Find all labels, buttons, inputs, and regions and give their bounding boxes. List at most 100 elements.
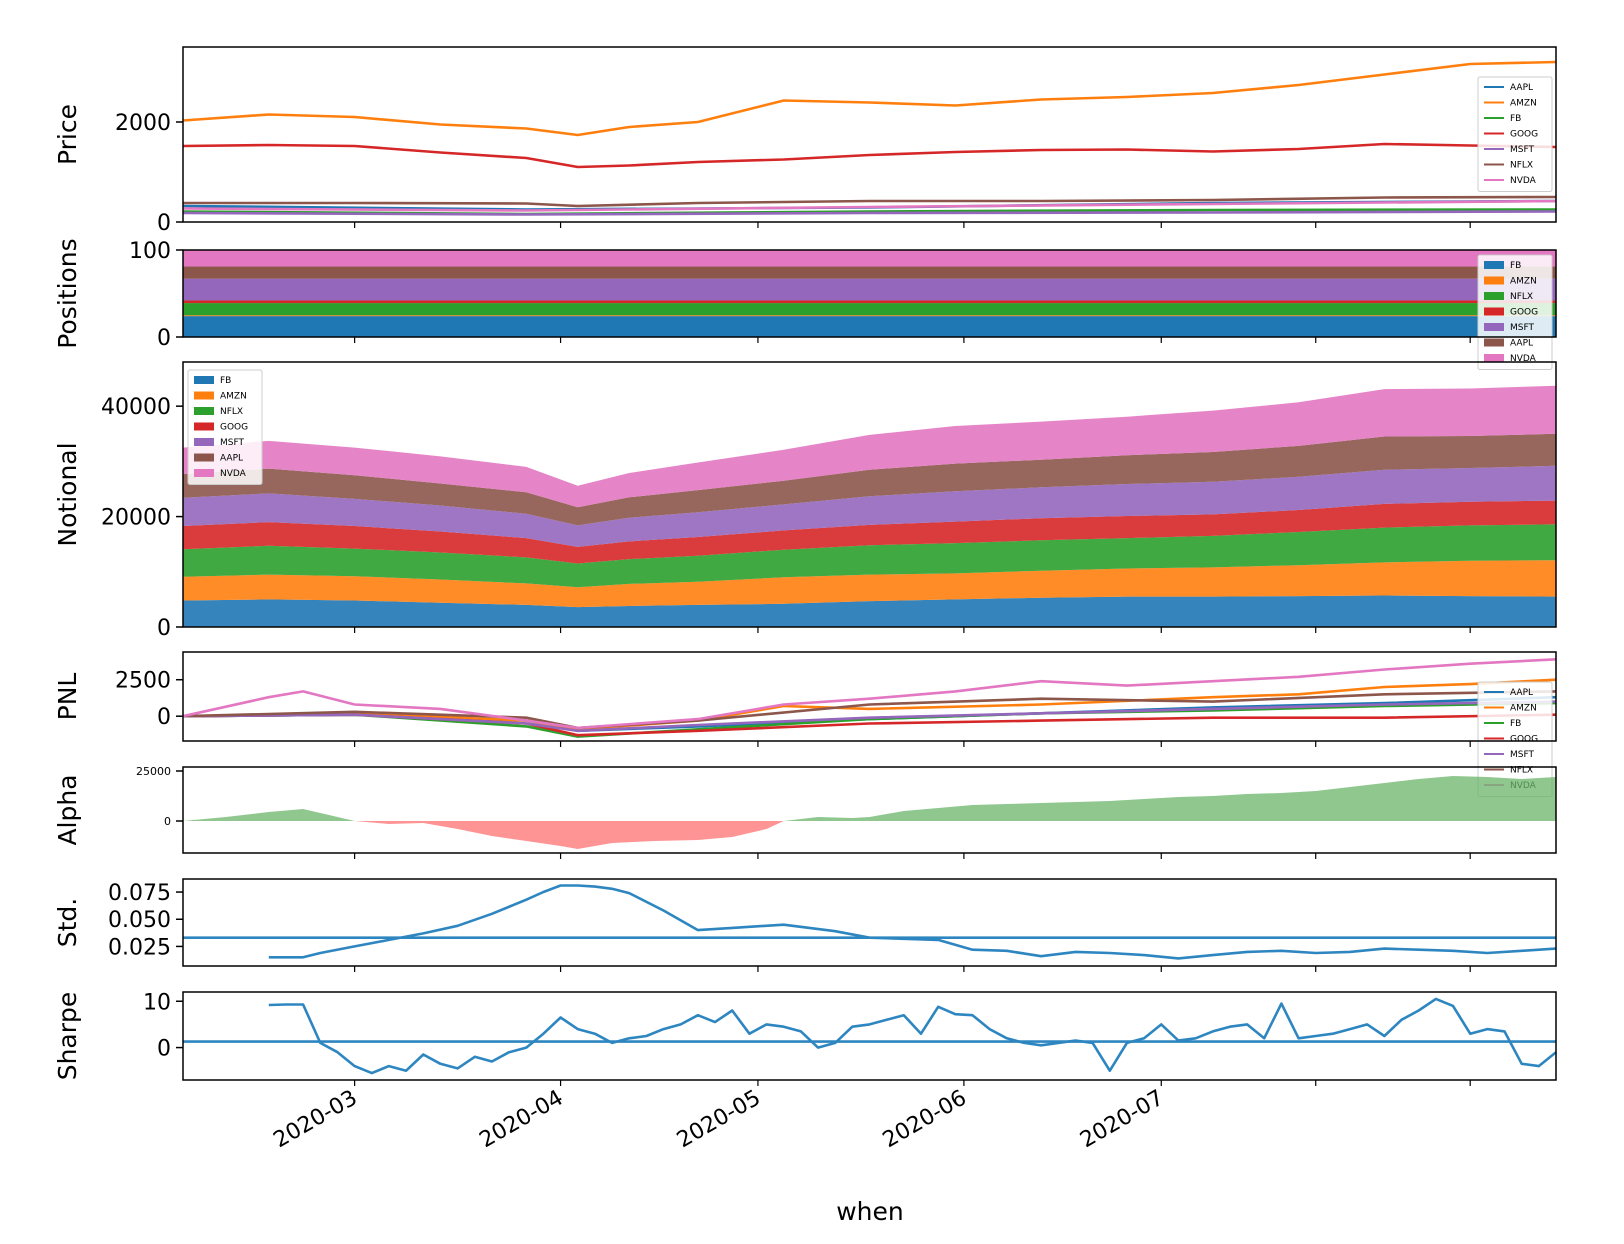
axes-frame — [182, 46, 1557, 223]
notional-area-AMZN — [183, 560, 1556, 608]
legend-label: AAPL — [220, 454, 243, 464]
legend-label: NFLX — [1510, 161, 1533, 171]
y-tick-label: 0 — [157, 211, 171, 236]
y-axis-label: PNL — [53, 673, 82, 721]
legend-swatch — [194, 376, 214, 384]
y-tick-label: 0.050 — [108, 908, 171, 933]
x-axis-label: when — [836, 1197, 904, 1226]
legend-swatch — [194, 453, 214, 462]
series-line-FB — [182, 701, 1557, 738]
y-tick-label: 10 — [143, 990, 171, 1015]
y-tick-label: 2000 — [115, 111, 171, 136]
legend-label: MSFT — [1510, 750, 1534, 760]
legend-swatch — [194, 469, 214, 477]
axes-frame — [182, 651, 1557, 742]
y-tick-label: 0.025 — [108, 935, 171, 960]
legend-label: NFLX — [1510, 292, 1533, 302]
series-line-MSFT — [182, 210, 1557, 216]
legend-label: AMZN — [1510, 704, 1537, 714]
y-tick-label: 0 — [157, 616, 171, 641]
legend-swatch — [1484, 338, 1504, 347]
legend-label: GOOG — [220, 423, 248, 433]
legend-label: NVDA — [1510, 176, 1537, 186]
position-band-AMZN — [183, 315, 1556, 317]
x-date-tick-label: 2020-06 — [879, 1086, 971, 1154]
legend-label: MSFT — [1510, 145, 1534, 155]
legend-label: FB — [1510, 261, 1521, 271]
series-line-sharpe — [268, 997, 1557, 1075]
legend-swatch — [194, 438, 214, 446]
position-band-GOOG — [183, 300, 1556, 304]
axes-frame — [182, 766, 1557, 854]
y-tick-label: 0 — [157, 705, 171, 730]
legend-label: GOOG — [1510, 735, 1538, 745]
legend-label: FB — [1510, 114, 1521, 124]
notional-area-NVDA — [183, 385, 1556, 508]
legend-swatch — [194, 422, 214, 431]
series-line-GOOG — [182, 142, 1557, 169]
y-axis-label: Price — [53, 104, 82, 165]
position-band-AAPL — [183, 266, 1556, 279]
legend-label: MSFT — [220, 438, 244, 448]
legend-swatch — [194, 391, 214, 400]
x-date-tick-label: 2020-05 — [673, 1086, 765, 1154]
series-line-NFLX — [183, 195, 1557, 208]
legend-label: NFLX — [220, 407, 243, 417]
position-band-FB — [183, 316, 1556, 337]
legend-swatch — [1484, 261, 1504, 269]
y-tick-label: 40000 — [101, 395, 171, 420]
series-line-MSFT — [182, 700, 1557, 733]
legend-label: NVDA — [220, 469, 247, 479]
x-date-ticks: 2020-03 2020-04 2020-05 2020-06 2020-07 — [270, 1086, 1169, 1154]
legend-swatch — [1484, 307, 1504, 316]
y-tick-label: 0.075 — [108, 881, 171, 906]
notional-area-AAPL — [183, 433, 1556, 526]
series-line-std — [268, 884, 1557, 960]
y-tick-label: 0 — [157, 1037, 171, 1062]
legend-box — [1477, 76, 1553, 192]
panel-positions: 0 100 Positions FB AMZN NFLX GOOG MSFT AAPL NVDA — [53, 238, 1557, 370]
alpha-negative-area — [183, 821, 1556, 849]
legend-swatch — [1484, 323, 1504, 331]
legend-label: AMZN — [1510, 277, 1537, 287]
legend-label: FB — [220, 376, 231, 386]
y-axis-label: Sharpe — [53, 992, 82, 1081]
x-date-tick-label: 2020-04 — [475, 1086, 567, 1154]
axes-frame — [182, 249, 1557, 338]
y-tick-label: 20000 — [101, 506, 171, 531]
y-tick-label: 0 — [157, 326, 171, 351]
legend-label: GOOG — [1510, 308, 1538, 318]
axes-frame — [182, 361, 1557, 628]
panel-alpha: 0 25000 Alpha — [53, 765, 1557, 859]
position-band-MSFT — [183, 278, 1556, 301]
legend-label: AAPL — [1510, 83, 1533, 93]
legend-label: AMZN — [220, 392, 247, 402]
legend-label: GOOG — [1510, 130, 1538, 140]
legend-label: FB — [1510, 719, 1521, 729]
legend-swatch — [194, 407, 214, 415]
panel-sharpe: 0 10 Sharpe — [53, 990, 1557, 1086]
y-axis-label: Std. — [53, 898, 82, 948]
y-tick-label: 2500 — [115, 669, 171, 694]
notional-area-GOOG — [183, 500, 1556, 564]
legend-swatch — [1484, 276, 1504, 285]
panel-pnl: 02500PNLAAPLAMZNFBGOOGMSFTNFLXNVDA — [53, 651, 1557, 797]
axes-frame — [182, 878, 1557, 967]
y-axis-label: Alpha — [53, 774, 82, 845]
legend-swatch — [1484, 292, 1504, 300]
axes-frame — [182, 991, 1557, 1081]
y-axis-label: Notional — [53, 442, 82, 546]
x-date-tick-label: 2020-07 — [1076, 1086, 1168, 1154]
legend-label: MSFT — [1510, 323, 1534, 333]
legend-label: NVDA — [1510, 354, 1537, 364]
x-date-tick-label: 2020-03 — [270, 1086, 362, 1154]
legend-label: AAPL — [1510, 688, 1533, 698]
legend-label: AMZN — [1510, 99, 1537, 109]
panel-notional: 0 20000 40000 Notional FB AMZN NFLX GOOG MSFT AAP… — [53, 361, 1557, 641]
legend-swatch — [1484, 354, 1504, 362]
legend-label: AAPL — [1510, 339, 1533, 349]
alpha-positive-area — [183, 776, 1556, 821]
series-line-AMZN — [182, 60, 1557, 137]
